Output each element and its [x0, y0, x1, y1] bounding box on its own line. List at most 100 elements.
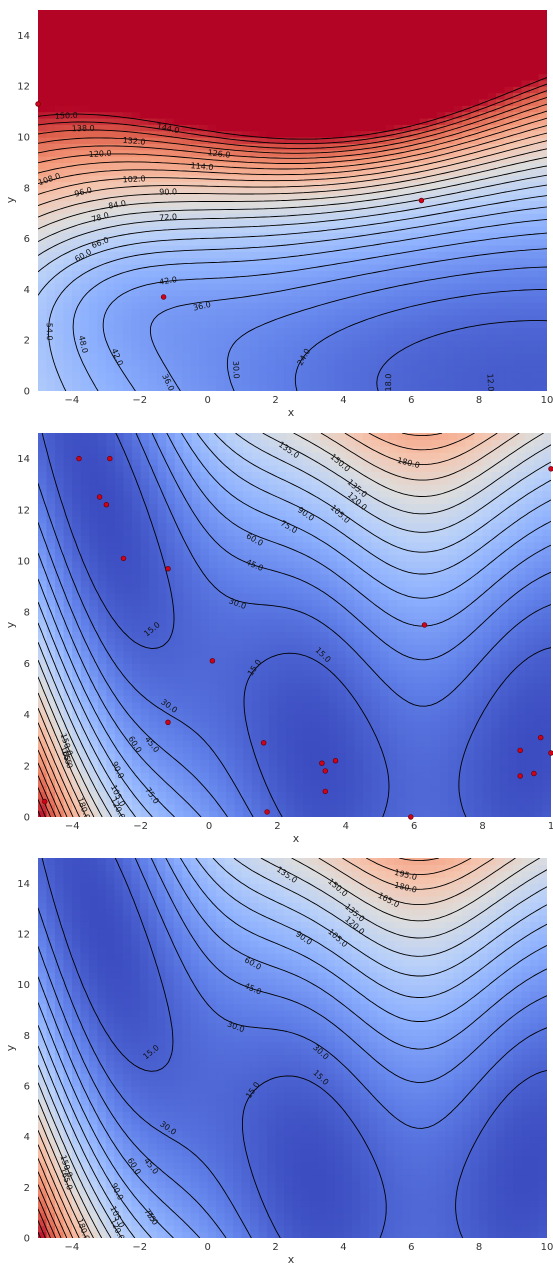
heatmap-cell: [148, 219, 158, 227]
heatmap-cell: [80, 340, 90, 348]
heatmap-cell: [157, 503, 167, 511]
heatmap-cell: [436, 384, 446, 391]
heatmap-cell: [216, 73, 226, 81]
heatmap-cell: [132, 458, 142, 466]
heatmap-cell: [360, 105, 370, 113]
heatmap-cell: [377, 365, 387, 373]
heatmap-cell: [54, 378, 65, 386]
heatmap-cell: [428, 16, 438, 24]
heatmap-cell: [351, 92, 361, 100]
heatmap-cell: [173, 321, 183, 329]
heatmap-cell: [80, 244, 90, 252]
heatmap-cell: [496, 314, 506, 322]
heatmap-cell: [55, 663, 65, 671]
heatmap-cell: [377, 16, 387, 24]
heatmap-cell: [122, 270, 132, 278]
heatmap-cell: [132, 772, 142, 780]
heatmap-cell: [326, 206, 336, 214]
heatmap-cell: [334, 117, 344, 125]
heatmap-cell: [530, 384, 540, 391]
heatmap-cell: [199, 16, 209, 24]
heatmap-cell: [114, 124, 124, 132]
heatmap-cell: [241, 333, 251, 341]
heatmap-cell: [114, 194, 124, 202]
heatmap-cell: [80, 162, 90, 170]
heatmap-cell: [487, 130, 497, 138]
heatmap-cell: [470, 219, 480, 227]
heatmap-cell: [149, 452, 159, 460]
heatmap-cell: [334, 86, 344, 94]
heatmap-cell: [300, 143, 311, 151]
heatmap-cell: [394, 168, 404, 176]
heatmap-cell: [309, 270, 319, 278]
heatmap-cell: [377, 302, 387, 310]
heatmap-cell: [377, 194, 387, 202]
heatmap-cell: [445, 162, 455, 170]
heatmap-cell: [217, 439, 227, 447]
x-axis-label: x: [288, 406, 295, 419]
heatmap-cell: [385, 232, 395, 240]
heatmap-cell: [428, 257, 438, 265]
heatmap-cell: [123, 676, 133, 684]
heatmap-cell: [55, 804, 65, 812]
heatmap-cell: [241, 86, 251, 94]
heatmap-cell: [504, 289, 514, 297]
heatmap-cell: [140, 561, 150, 568]
heatmap-cell: [123, 561, 133, 568]
heatmap-cell: [402, 295, 412, 303]
heatmap-cell: [385, 29, 395, 36]
heatmap-cell: [496, 340, 506, 348]
heatmap-cell: [55, 465, 65, 472]
heatmap-cell: [149, 567, 159, 575]
heatmap-cell: [88, 98, 98, 106]
heatmap-cell: [97, 791, 107, 799]
heatmap-cell: [496, 384, 506, 391]
heatmap-cell: [46, 22, 56, 30]
heatmap-cell: [250, 238, 260, 246]
heatmap-cell: [139, 327, 149, 335]
heatmap-cell: [183, 484, 193, 492]
heatmap-cell: [377, 308, 387, 316]
heatmap-cell: [428, 371, 438, 379]
heatmap-cell: [38, 378, 48, 386]
heatmap-cell: [241, 29, 251, 36]
heatmap-cell: [97, 181, 107, 189]
heatmap-cell: [292, 29, 302, 36]
heatmap-cell: [106, 580, 116, 588]
heatmap-cell: [140, 477, 150, 485]
heatmap-cell: [368, 371, 378, 379]
heatmap-cell: [343, 302, 353, 310]
heatmap-cell: [462, 181, 472, 189]
heatmap-cell: [97, 759, 107, 767]
heatmap-cell: [267, 384, 277, 391]
heatmap-cell: [368, 187, 378, 195]
heatmap-cell: [54, 86, 65, 94]
heatmap-cell: [217, 567, 227, 575]
heatmap-cell: [166, 548, 176, 556]
heatmap-cell: [504, 156, 514, 163]
heatmap-cell: [224, 10, 234, 17]
heatmap-cell: [351, 238, 361, 246]
heatmap-cell: [63, 497, 73, 504]
heatmap-cell: [530, 200, 540, 208]
heatmap-cell: [521, 168, 531, 176]
heatmap-cell: [38, 22, 48, 30]
heatmap-cell: [105, 321, 115, 329]
heatmap-cell: [419, 156, 429, 163]
heatmap-cell: [300, 60, 311, 68]
heatmap-cell: [131, 22, 141, 30]
heatmap-cell: [300, 73, 311, 81]
heatmap-cell: [470, 340, 480, 348]
heatmap-cell: [275, 10, 285, 17]
heatmap-cell: [80, 111, 90, 119]
heatmap-cell: [157, 785, 167, 792]
heatmap-cell: [122, 73, 132, 81]
heatmap-cell: [183, 810, 193, 817]
heatmap-cell: [38, 682, 48, 690]
heatmap-cell: [496, 346, 506, 354]
heatmap-cell: [343, 289, 353, 297]
heatmap-cell: [453, 270, 463, 278]
heatmap-cell: [317, 270, 328, 278]
heatmap-cell: [38, 509, 48, 517]
heatmap-cell: [250, 295, 260, 303]
